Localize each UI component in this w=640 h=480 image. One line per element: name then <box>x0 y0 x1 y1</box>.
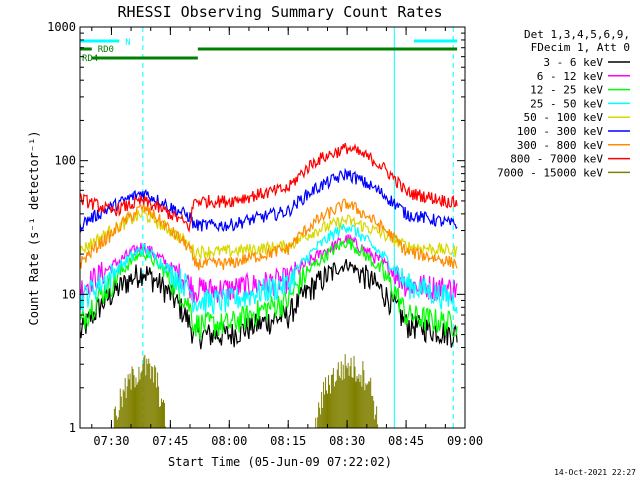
y-tick-label: 1000 <box>47 20 76 34</box>
series-line <box>79 207 458 260</box>
flag-label: RD4 <box>82 54 98 64</box>
series-line <box>79 237 458 340</box>
x-tick-label: 08:15 <box>270 434 306 448</box>
legend-label: 100 - 300 keV <box>517 125 603 138</box>
x-tick-label: 08:00 <box>211 434 247 448</box>
legend-label: 12 - 25 keV <box>530 84 603 97</box>
legend: Det 1,3,4,5,6,9,FDecim 1, Att 0 3 - 6 keV… <box>497 28 630 179</box>
legend-header: Det 1,3,4,5,6,9, <box>524 28 630 41</box>
chart-title: RHESSI Observing Summary Count Rates <box>117 3 442 21</box>
series-line <box>79 167 458 233</box>
x-tick-label: 08:30 <box>329 434 365 448</box>
y-tick-label: 1 <box>69 421 76 435</box>
series-line <box>79 142 458 233</box>
flag-label: RD0 <box>98 45 114 55</box>
plot-frame <box>79 26 466 429</box>
series-line <box>79 222 458 315</box>
x-tick-label: 08:45 <box>388 434 424 448</box>
y-tick-label: 100 <box>54 154 76 168</box>
legend-header: FDecim 1, Att 0 <box>531 41 630 54</box>
footer-timestamp: 14-Oct-2021 22:27 <box>554 468 636 477</box>
legend-label: 7000 - 15000 keV <box>497 166 603 179</box>
x-tick-label: 07:45 <box>152 434 188 448</box>
legend-label: 300 - 800 keV <box>517 139 603 152</box>
x-axis-label: Start Time (05-Jun-09 07:22:02) <box>168 455 392 469</box>
flag-label: N <box>125 38 130 48</box>
legend-label: 6 - 12 keV <box>537 70 604 83</box>
y-axis-label: Count Rate (s⁻¹ detector⁻¹) <box>27 130 41 325</box>
legend-label: 3 - 6 keV <box>543 56 603 69</box>
y-tick-label: 10 <box>62 287 76 301</box>
legend-label: 50 - 100 keV <box>524 111 604 124</box>
x-tick-label: 09:00 <box>447 434 483 448</box>
legend-label: 25 - 50 keV <box>530 97 603 110</box>
legend-label: 800 - 7000 keV <box>510 153 603 166</box>
x-tick-label: 07:30 <box>93 434 129 448</box>
series-line <box>79 198 458 271</box>
